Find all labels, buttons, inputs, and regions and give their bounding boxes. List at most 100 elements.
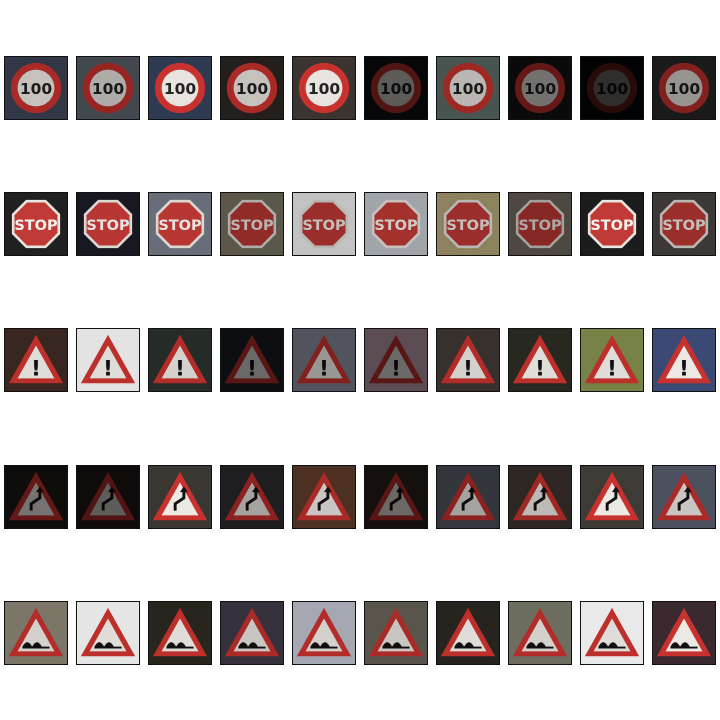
general-caution-sign-icon: ! [581, 329, 643, 391]
sign-thumbnail-general-caution: ! [148, 328, 212, 392]
bumpy-road-sign-icon [149, 602, 211, 664]
sign-text: ! [535, 357, 545, 382]
double-curve-sign-icon [365, 466, 427, 528]
double-curve-sign-icon [5, 466, 67, 528]
sign-thumbnail-speed-limit-100: 100 [76, 56, 140, 120]
sign-thumbnail-general-caution: ! [4, 328, 68, 392]
sign-text: STOP [590, 218, 634, 234]
speed-limit-100-sign-icon: 100 [509, 57, 571, 119]
stop-sign-icon: STOP [509, 193, 571, 255]
general-caution-sign-icon: ! [365, 329, 427, 391]
speed-limit-100-sign-icon: 100 [221, 57, 283, 119]
stop-sign-icon: STOP [11, 199, 61, 249]
general-caution-sign-icon: ! [437, 329, 499, 391]
sign-thumbnail-bumpy-road [220, 601, 284, 665]
sign-thumbnail-bumpy-road [652, 601, 716, 665]
sign-text: 100 [92, 80, 125, 98]
sign-thumbnail-general-caution: ! [220, 328, 284, 392]
sign-thumbnail-bumpy-road [364, 601, 428, 665]
sign-text: STOP [302, 218, 346, 234]
bumpy-road-sign-icon [5, 602, 67, 664]
sign-text: STOP [446, 218, 490, 234]
sign-thumbnail-general-caution: ! [76, 328, 140, 392]
sign-text: ! [607, 357, 617, 382]
general-caution-sign-icon: ! [221, 329, 283, 391]
sign-thumbnail-speed-limit-100: 100 [436, 56, 500, 120]
sign-text: ! [103, 357, 113, 382]
general-caution-sign-icon: ! [293, 329, 355, 391]
sign-thumbnail-bumpy-road [4, 601, 68, 665]
double-curve-sign-icon [509, 466, 571, 528]
sign-thumbnail-speed-limit-100: 100 [220, 56, 284, 120]
bumpy-road-sign-icon [77, 602, 139, 664]
sign-text: STOP [662, 218, 706, 234]
double-curve-sign-icon [77, 466, 139, 528]
general-caution-sign-icon: ! [77, 329, 139, 391]
sign-text: ! [319, 357, 329, 382]
sign-thumbnail-bumpy-road [148, 601, 212, 665]
sign-text: STOP [230, 218, 274, 234]
stop-sign-icon: STOP [587, 199, 637, 249]
sign-text: ! [679, 357, 689, 382]
double-curve-sign-icon [152, 471, 208, 521]
sign-text: 100 [668, 80, 701, 98]
sign-thumbnail-bumpy-road [76, 601, 140, 665]
speed-limit-100-sign-icon: 100 [653, 57, 715, 119]
sign-thumbnail-double-curve [652, 465, 716, 529]
sign-thumbnail-double-curve [580, 465, 644, 529]
sign-thumbnail-double-curve [508, 465, 572, 529]
bumpy-road-sign-icon [581, 602, 643, 664]
sign-thumbnail-double-curve [76, 465, 140, 529]
sign-thumbnail-stop: STOP [580, 192, 644, 256]
speed-limit-100-sign-icon: 100 [365, 57, 427, 119]
sign-thumbnail-stop: STOP [292, 192, 356, 256]
speed-limit-100-sign-icon: 100 [5, 57, 67, 119]
stop-sign-icon: STOP [293, 193, 355, 255]
bumpy-road-sign-icon [437, 602, 499, 664]
sign-thumbnail-general-caution: ! [508, 328, 572, 392]
bumpy-road-sign-icon [365, 602, 427, 664]
stop-sign-icon: STOP [437, 193, 499, 255]
sign-text: STOP [86, 218, 130, 234]
sign-thumbnail-general-caution: ! [364, 328, 428, 392]
sign-thumbnail-double-curve [436, 465, 500, 529]
sign-thumbnail-stop: STOP [436, 192, 500, 256]
sign-text: 100 [236, 80, 269, 98]
sign-text: STOP [374, 218, 418, 234]
sign-thumbnail-general-caution: ! [580, 328, 644, 392]
double-curve-sign-icon [221, 466, 283, 528]
sign-text: 100 [20, 80, 53, 98]
speed-limit-100-sign-icon: 100 [154, 62, 206, 114]
sign-thumbnail-double-curve [4, 465, 68, 529]
stop-sign-icon: STOP [77, 193, 139, 255]
sign-thumbnail-speed-limit-100: 100 [652, 56, 716, 120]
sign-thumbnail-speed-limit-100: 100 [292, 56, 356, 120]
sign-text: STOP [14, 218, 58, 234]
sign-thumbnail-general-caution: ! [436, 328, 500, 392]
sign-text: ! [175, 357, 185, 382]
bumpy-road-sign-icon [656, 607, 712, 657]
sign-thumbnail-speed-limit-100: 100 [148, 56, 212, 120]
stop-sign-icon: STOP [221, 193, 283, 255]
sign-thumbnail-bumpy-road [292, 601, 356, 665]
sign-thumbnail-bumpy-road [580, 601, 644, 665]
sign-thumbnail-stop: STOP [148, 192, 212, 256]
sign-text: 100 [308, 80, 341, 98]
sign-text: STOP [518, 218, 562, 234]
sign-thumbnail-stop: STOP [652, 192, 716, 256]
sign-thumbnail-speed-limit-100: 100 [4, 56, 68, 120]
general-caution-sign-icon: ! [656, 334, 712, 384]
sign-thumbnail-general-caution: ! [292, 328, 356, 392]
sign-thumbnail-stop: STOP [508, 192, 572, 256]
speed-limit-100-sign-icon: 100 [581, 57, 643, 119]
sign-thumbnail-speed-limit-100: 100 [580, 56, 644, 120]
sign-text: ! [31, 357, 41, 382]
sign-text: 100 [452, 80, 485, 98]
speed-limit-100-sign-icon: 100 [298, 62, 350, 114]
speed-limit-100-sign-icon: 100 [77, 57, 139, 119]
general-caution-sign-icon: ! [149, 329, 211, 391]
speed-limit-100-sign-icon: 100 [437, 57, 499, 119]
bumpy-road-sign-icon [509, 602, 571, 664]
sign-thumbnail-speed-limit-100: 100 [508, 56, 572, 120]
